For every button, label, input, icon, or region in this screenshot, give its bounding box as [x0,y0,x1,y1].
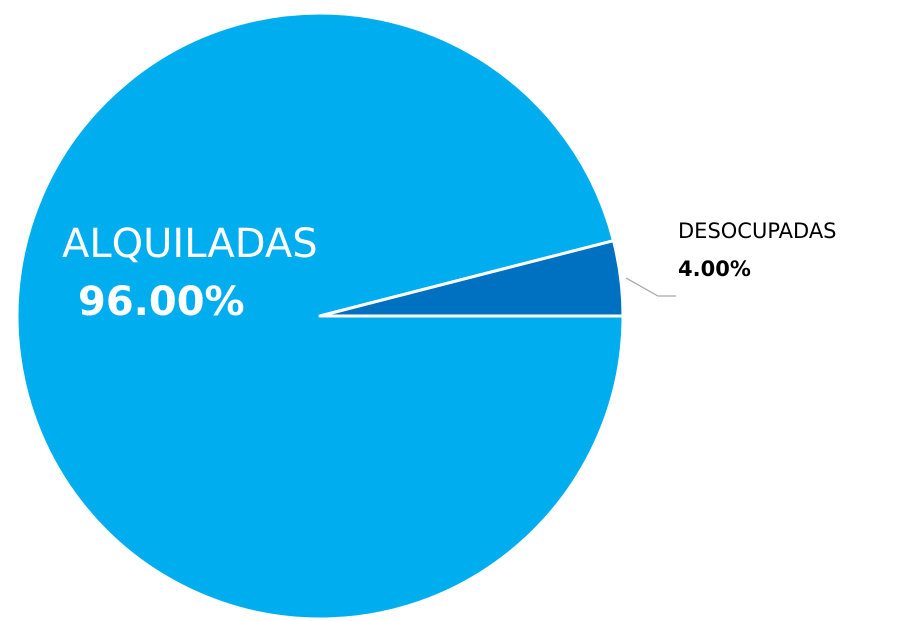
pie-slice [318,239,625,318]
slice-label: ALQUILADAS [62,221,318,267]
slice-label: DESOCUPADAS [678,219,837,243]
slice-value-label: 96.00% [78,279,245,325]
slice-value-label: 4.00% [678,257,751,281]
leader-line [625,277,676,297]
